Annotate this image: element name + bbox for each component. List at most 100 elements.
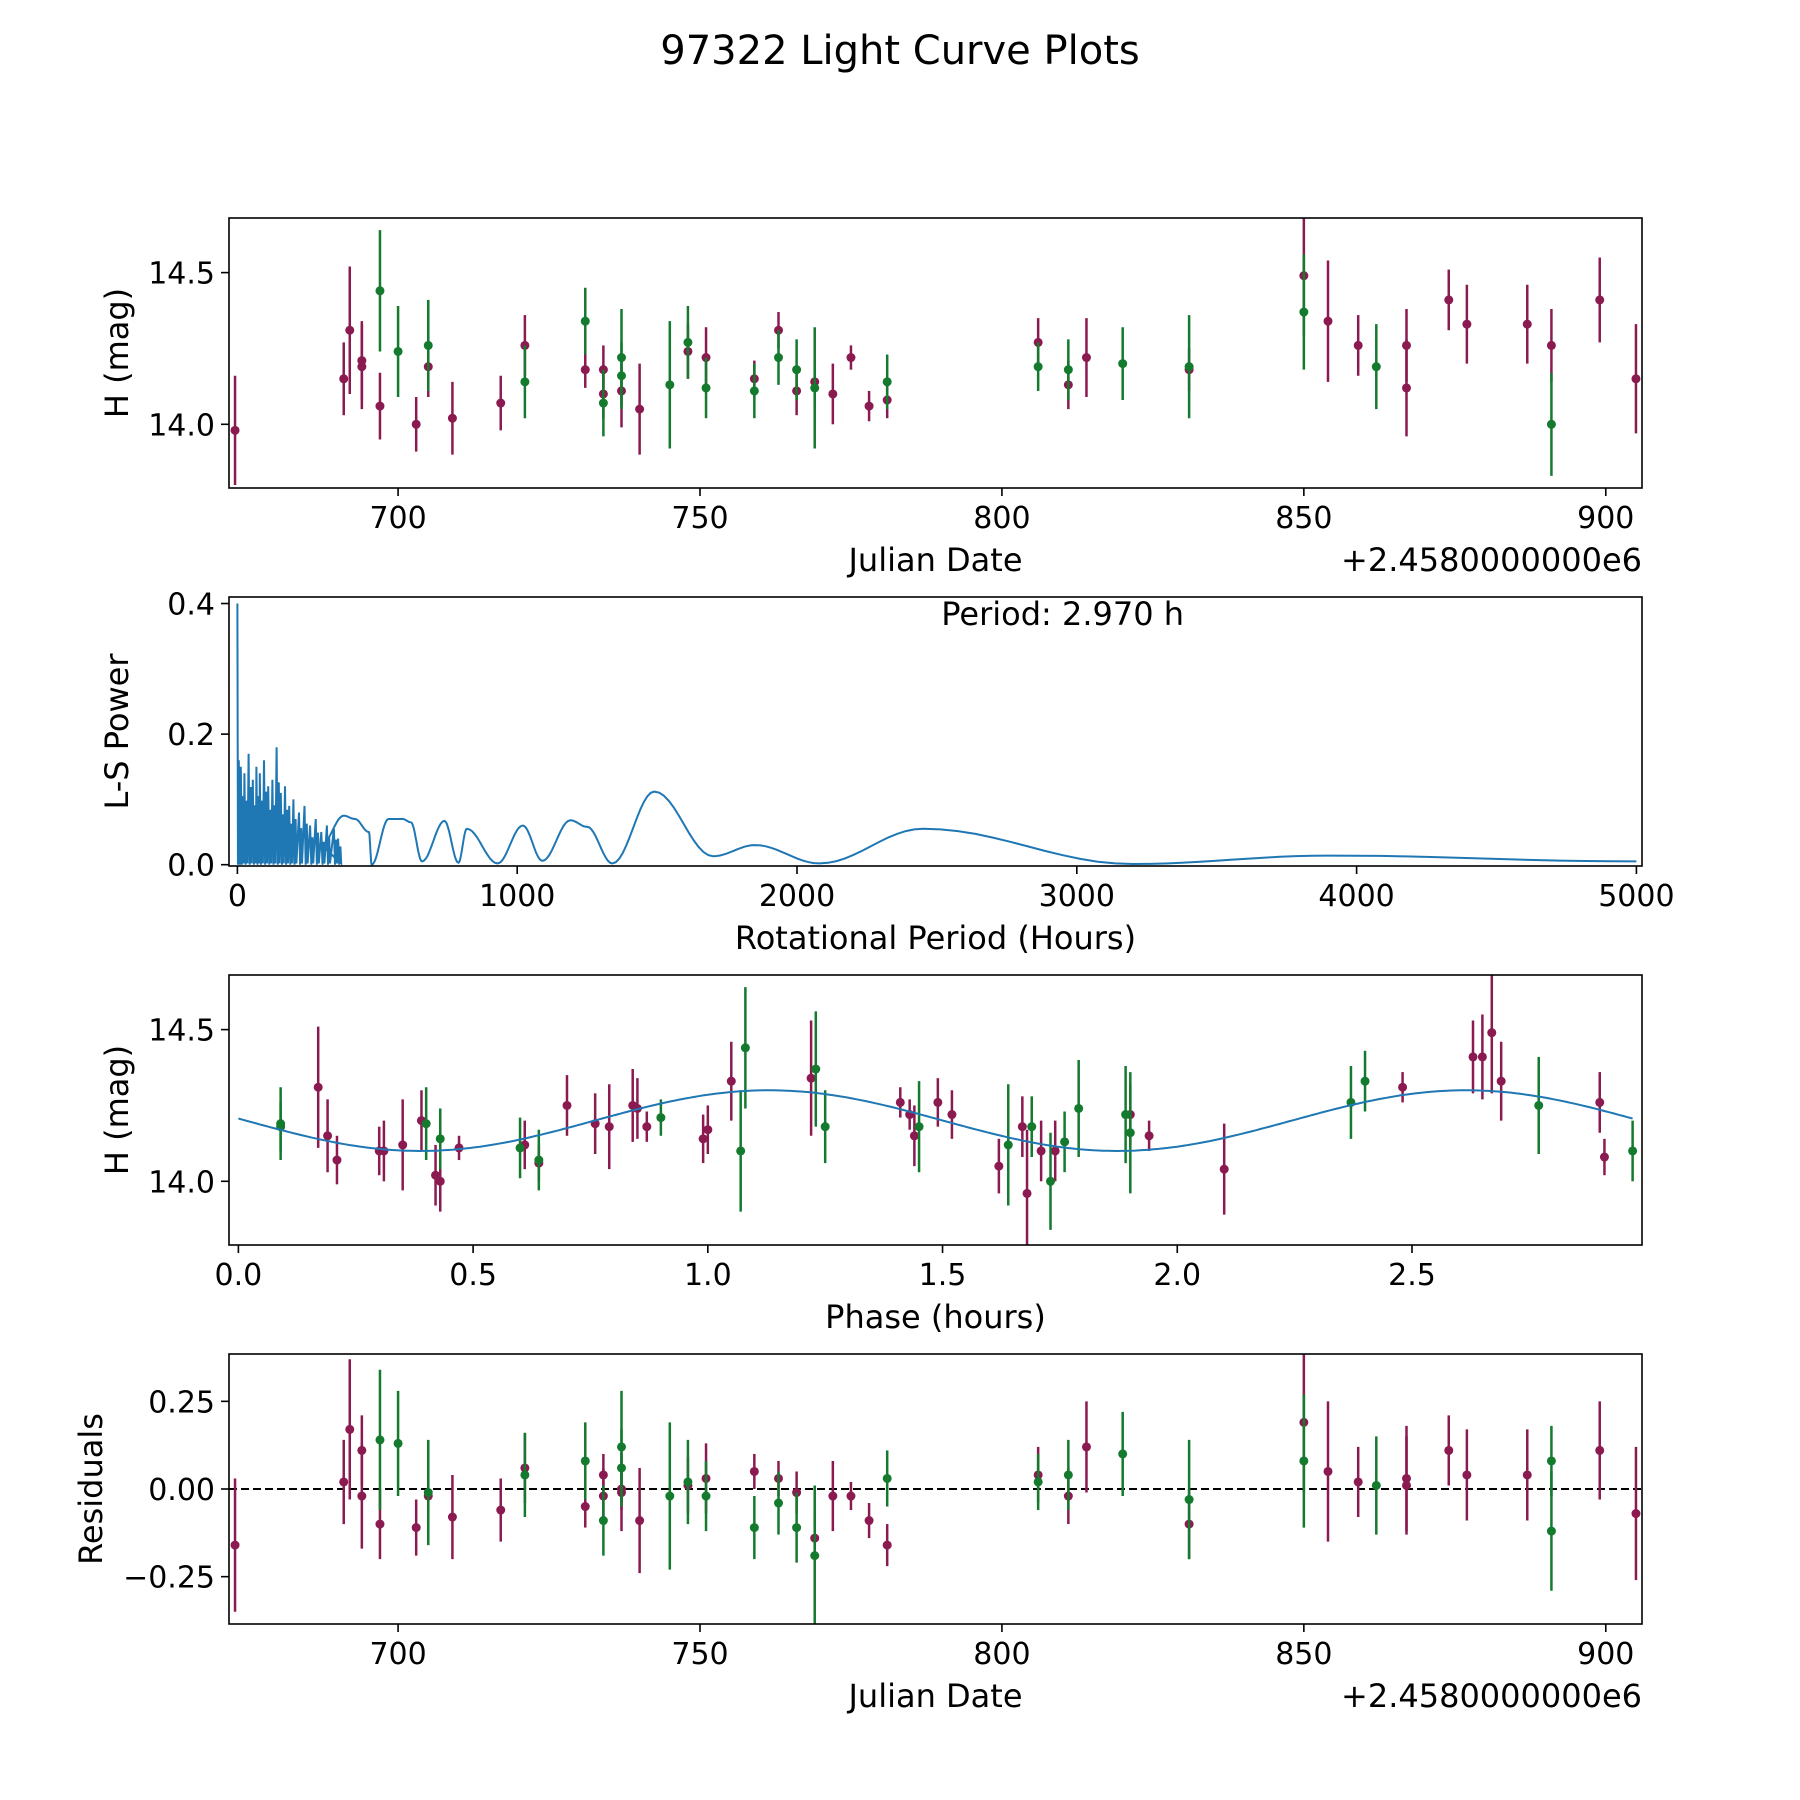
x-tick-label: 700 — [369, 1637, 426, 1672]
filter-2-point — [423, 1488, 433, 1498]
y-axis-label: L-S Power — [98, 653, 136, 810]
x-tick-label: 2.5 — [1388, 1258, 1436, 1293]
filter-1-point — [1546, 340, 1556, 350]
filter-2-point — [1371, 1480, 1381, 1490]
filter-1-point — [375, 1519, 385, 1529]
x-tick-label: 1.0 — [684, 1258, 732, 1293]
model-fit-curve — [238, 1089, 1633, 1153]
y-axis-label: Residuals — [72, 1413, 110, 1565]
filter-1-point — [332, 1155, 342, 1165]
filter-1-point — [1477, 1052, 1487, 1062]
filter-2-point — [914, 1122, 924, 1132]
filter-2-point — [520, 1470, 530, 1480]
x-tick-label: 3000 — [1039, 879, 1115, 914]
filter-1-point — [357, 1491, 367, 1501]
x-tick-label: 900 — [1577, 1637, 1634, 1672]
filter-2-point — [810, 383, 820, 393]
filter-1-point — [1398, 1082, 1408, 1092]
filter-2-point — [1628, 1146, 1638, 1156]
filter-1-point — [1462, 1470, 1472, 1480]
filter-2-point — [1371, 362, 1381, 372]
filter-2-point — [701, 1491, 711, 1501]
filter-2-point — [1118, 1449, 1128, 1459]
filter-1-point — [379, 1146, 389, 1156]
filter-1-point — [411, 1523, 421, 1533]
filter-1-point — [313, 1082, 323, 1092]
filter-2-point — [1063, 1470, 1073, 1480]
filter-1-point — [698, 1134, 708, 1144]
filter-1-point — [1353, 1477, 1363, 1487]
plot-area — [236, 603, 1637, 866]
filter-1-point — [339, 374, 349, 384]
y-tick-label: 0.25 — [148, 1385, 215, 1420]
filter-2-point — [882, 1473, 892, 1483]
filter-2-point — [811, 1064, 821, 1074]
period-annotation: Period: 2.970 h — [941, 595, 1184, 633]
filter-1-point — [1487, 1028, 1497, 1038]
filter-1-point — [846, 1491, 856, 1501]
y-tick-label: −0.25 — [123, 1561, 215, 1596]
x-axis-label: Julian Date — [846, 1677, 1022, 1715]
axes-frame — [228, 974, 1643, 1246]
filter-1-point — [1050, 1146, 1060, 1156]
filter-2-point — [1125, 1128, 1135, 1138]
phased-panel: 0.0 0.5 1.0 1.5 2.0 2.5 14.0 14.5 Phase (hours) H… — [98, 974, 1643, 1336]
filter-2-point — [435, 1134, 445, 1144]
x-tick-label: 800 — [973, 1637, 1030, 1672]
filter-1-point — [1631, 1509, 1641, 1519]
x-tick-label: 2000 — [759, 879, 835, 914]
filter-2-point — [820, 1122, 830, 1132]
y-tick-label: 0.2 — [167, 718, 215, 753]
filter-1-point — [1595, 1445, 1605, 1455]
filter-2-point — [749, 386, 759, 396]
filter-1-point — [864, 401, 874, 411]
filter-2-point — [792, 365, 802, 375]
periodogram-line — [236, 603, 1637, 866]
filter-1-point — [749, 1466, 759, 1476]
filter-2-point — [1033, 362, 1043, 372]
filter-1-point — [580, 365, 590, 375]
y-tick-label: 14.5 — [148, 1014, 215, 1049]
filter-2-point — [701, 383, 711, 393]
filter-1-point — [703, 1125, 713, 1135]
periodogram-panel: 0 1000 2000 3000 4000 5000 0.0 0.2 0.4 Rotational… — [98, 588, 1675, 957]
filter-1-point — [375, 401, 385, 411]
filter-2-point — [1003, 1140, 1013, 1150]
filter-1-point — [357, 356, 367, 366]
x-tick-label: 800 — [973, 501, 1030, 536]
x-tick-label: 700 — [369, 501, 426, 536]
y-axis-label: H (mag) — [98, 1045, 136, 1175]
y-tick-label: 14.5 — [148, 257, 215, 292]
plot-area — [230, 218, 1641, 485]
x-axis-label: Phase (hours) — [825, 1298, 1046, 1336]
filter-1-point — [947, 1110, 957, 1120]
filter-1-point — [323, 1131, 333, 1141]
plot-area — [238, 975, 1638, 1245]
filter-1-point — [580, 1502, 590, 1512]
filter-1-point — [1462, 319, 1472, 329]
filter-2-point — [792, 1523, 802, 1533]
filter-1-point — [828, 389, 838, 399]
x-tick-label: 1000 — [479, 879, 555, 914]
x-tick-label: 900 — [1577, 501, 1634, 536]
filter-2-point — [665, 380, 675, 390]
x-axis-label: Julian Date — [846, 541, 1022, 579]
filter-1-point — [435, 1176, 445, 1186]
filter-1-point — [1444, 1445, 1454, 1455]
axes-frame — [228, 217, 1643, 489]
filter-2-point — [683, 337, 693, 347]
filter-1-point — [635, 404, 645, 414]
filter-1-point — [1444, 295, 1454, 305]
filter-2-point — [1060, 1137, 1070, 1147]
x-tick-label: 0 — [228, 879, 247, 914]
lightcurve-panel: 700 750 800 850 900 14.0 14.5 Julian Date H (mag… — [98, 217, 1643, 579]
filter-1-point — [339, 1477, 349, 1487]
filter-2-point — [520, 377, 530, 387]
filter-1-point — [230, 425, 240, 435]
filter-1-point — [496, 1505, 506, 1515]
filter-2-point — [1027, 1122, 1037, 1132]
filter-2-point — [580, 316, 590, 326]
filter-2-point — [882, 377, 892, 387]
filter-2-point — [656, 1113, 666, 1123]
